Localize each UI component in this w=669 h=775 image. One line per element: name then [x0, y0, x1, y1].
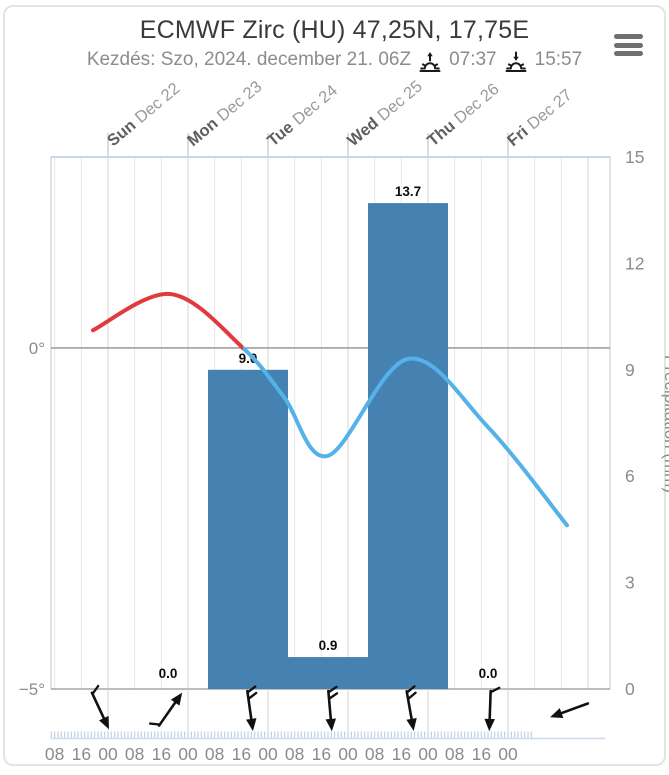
wind-arrow-barb — [247, 691, 258, 700]
wind-arrow-barb — [148, 722, 161, 726]
wind-arrow-head — [325, 718, 337, 732]
hour-label: 00 — [338, 744, 358, 764]
wind-arrow-head — [406, 717, 417, 731]
sunset-icon — [504, 51, 528, 75]
day-date: Dec 27 — [524, 86, 576, 133]
sunrise-icon — [418, 51, 442, 75]
wind-arrow-head — [550, 708, 564, 719]
day-name: Thu — [424, 117, 459, 150]
sunset-time: 15:57 — [534, 49, 583, 70]
temperature-axis-label: 0° — [29, 339, 45, 358]
precipitation-axis-tick: 6 — [625, 466, 635, 486]
hour-label: 00 — [498, 744, 518, 764]
hamburger-menu-icon[interactable] — [614, 34, 643, 56]
hour-label: 16 — [312, 744, 331, 764]
wind-arrow-barb — [489, 686, 501, 694]
wind-arrow-shaft — [555, 702, 590, 717]
hour-label: 08 — [365, 744, 384, 764]
wind-arrow — [246, 685, 258, 732]
run-info-text: Kezdés: Szo, 2024. december 21. 06Z — [86, 49, 412, 70]
wind-arrow-head — [246, 718, 257, 732]
hour-label: 16 — [392, 744, 411, 764]
day-date: Dec 25 — [374, 77, 426, 124]
chart-header: ECMWF Zirc (HU) 47,25N, 17,75E Kezdés: S… — [5, 16, 664, 72]
precipitation-axis-title: Precipitation (mm) — [661, 355, 669, 493]
hour-label: 16 — [152, 744, 171, 764]
wind-arrow-head — [170, 692, 183, 706]
day-name: Wed — [344, 114, 382, 150]
wind-arrow-head — [99, 715, 109, 730]
wind-arrow — [405, 685, 417, 731]
precipitation-axis-tick: 12 — [625, 253, 644, 273]
wind-arrow-shaft — [157, 697, 180, 727]
day-date: Dec 22 — [132, 79, 184, 126]
precipitation-axis-tick: 0 — [625, 679, 635, 699]
hour-label: 08 — [205, 744, 224, 764]
hour-label: 00 — [98, 744, 118, 764]
wind-arrow-shaft — [90, 691, 108, 724]
sunrise-time: 07:37 — [449, 49, 497, 70]
day-label: FriDec 27 — [504, 86, 576, 150]
hour-label: 08 — [125, 744, 144, 764]
hour-label: 08 — [45, 744, 64, 764]
wind-arrow-barb — [327, 685, 338, 694]
wind-arrow-barb — [407, 691, 417, 700]
hour-label: 08 — [285, 744, 304, 764]
wind-arrow-head — [484, 718, 495, 732]
precipitation-value-label: 13.7 — [395, 184, 421, 199]
page-title: ECMWF Zirc (HU) 47,25N, 17,75E — [139, 16, 530, 44]
wind-arrow — [550, 702, 590, 719]
temperature-line-above-zero — [91, 292, 243, 351]
wind-arrow — [325, 685, 339, 732]
day-date: Dec 23 — [214, 78, 266, 125]
subtitle-row: Kezdés: Szo, 2024. december 21. 06Z 07 — [5, 48, 664, 72]
day-date: Dec 24 — [289, 81, 341, 128]
wind-arrow-barb — [328, 692, 339, 700]
precipitation-bar — [208, 369, 288, 689]
precipitation-value-label: 0.0 — [159, 666, 178, 681]
precipitation-value-label: 0.0 — [479, 666, 498, 681]
precipitation-bar — [288, 657, 368, 689]
wind-arrow-barb — [91, 684, 100, 695]
precipitation-axis-tick: 9 — [625, 360, 635, 380]
precipitation-value-label: 0.9 — [319, 638, 338, 653]
temperature-line-below-zero — [243, 345, 569, 528]
temperature-axis-label: −5° — [19, 680, 45, 699]
precipitation-axis-tick: 15 — [625, 147, 644, 167]
precipitation-axis-tick: 3 — [625, 573, 635, 593]
hour-label: 16 — [232, 744, 251, 764]
wind-arrow — [90, 684, 109, 730]
hour-tick-comb — [50, 731, 532, 738]
wind-arrow — [484, 686, 501, 732]
day-label: TueDec 24 — [264, 81, 341, 150]
hour-label: 16 — [472, 744, 491, 764]
day-label: WedDec 25 — [344, 77, 426, 150]
day-label: ThuDec 26 — [424, 80, 503, 150]
hour-label: 16 — [72, 744, 91, 764]
precipitation-bar — [368, 203, 448, 689]
wind-arrow-shaft — [405, 689, 414, 726]
day-date: Dec 26 — [451, 80, 503, 127]
wind-arrow-shaft — [246, 689, 254, 726]
hour-label: 08 — [445, 744, 464, 764]
hour-label: 00 — [178, 744, 198, 764]
day-label: MonDec 23 — [184, 78, 265, 150]
wind-arrow-shaft — [327, 689, 333, 726]
wind-arrow-barb — [406, 685, 416, 694]
hour-label: 00 — [418, 744, 438, 764]
day-name: Mon — [184, 114, 222, 150]
day-label: SunDec 22 — [104, 79, 183, 150]
precipitation-value-label: 9.0 — [239, 351, 258, 366]
wind-arrow-barb — [246, 685, 257, 694]
day-name: Tue — [264, 118, 297, 150]
hour-label: 00 — [258, 744, 278, 764]
weather-card: ECMWF Zirc (HU) 47,25N, 17,75E Kezdés: S… — [3, 5, 669, 766]
wind-arrow — [148, 692, 183, 727]
day-name: Sun — [104, 116, 139, 150]
wind-arrow-shaft — [488, 689, 492, 726]
